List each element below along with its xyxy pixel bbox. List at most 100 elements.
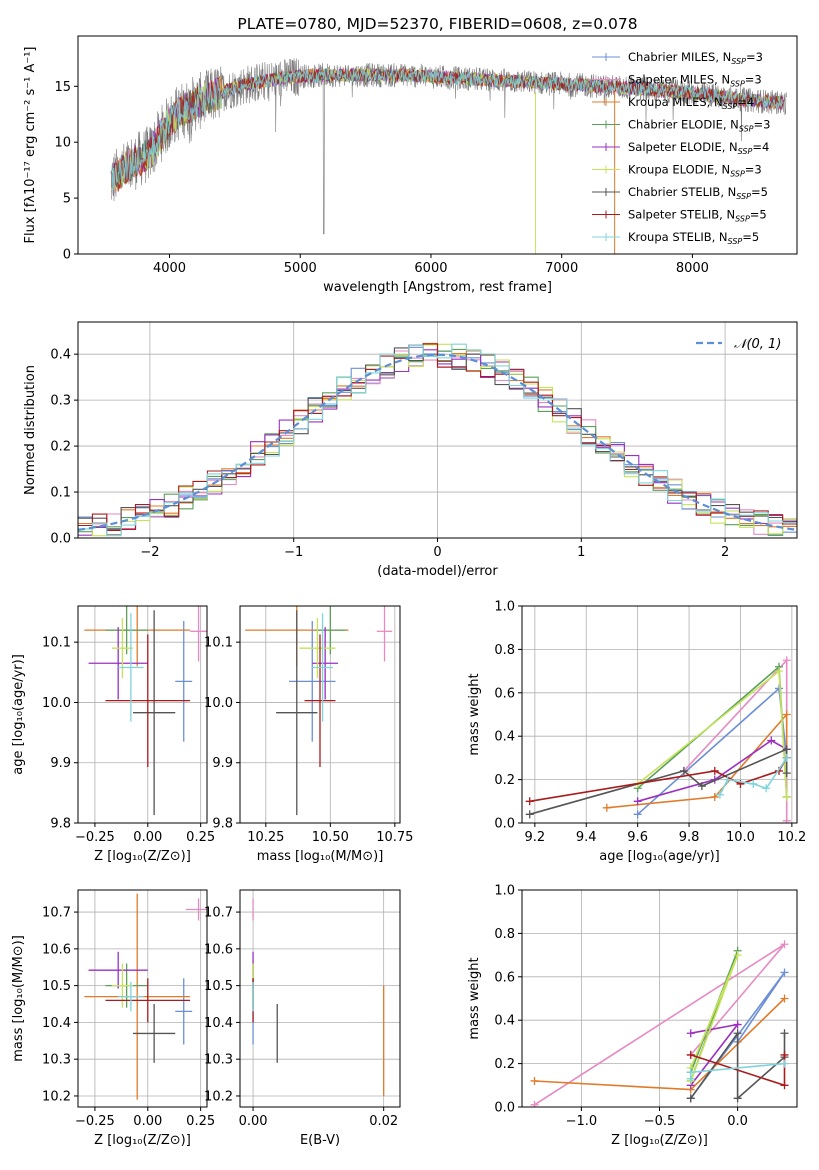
plus-marker xyxy=(782,769,791,778)
x-tick-label: −2 xyxy=(140,545,159,560)
x-tick-label: 0.00 xyxy=(133,830,162,845)
plus-marker xyxy=(782,792,791,801)
panel-weight_vs_age: 9.2 9.4 9.6 9.8 10.0 10.2 0.0 0.2 0.4 0.6 0.8 1.0 ag… xyxy=(467,600,806,865)
y-axis-label: Normed distribution xyxy=(23,365,38,495)
legend-label-sub: SSP xyxy=(735,215,750,224)
y-tick-label: 10.0 xyxy=(42,696,71,711)
plus-marker xyxy=(780,1081,789,1090)
legend-label: Kroupa STELIB, NSSP=5 xyxy=(628,230,759,246)
legend-label-suffix: =3 xyxy=(745,163,762,177)
x-axis-label: Z [log₁₀(Z/Z⊙)] xyxy=(94,1133,191,1148)
x-tick-label: 10.25 xyxy=(247,830,284,845)
y-axis-label: mass weight xyxy=(467,673,482,755)
y-tick-label: 0.4 xyxy=(494,730,515,745)
y-tick-label: 0.2 xyxy=(494,1057,515,1072)
x-tick-label: 10.2 xyxy=(777,830,806,845)
legend-label-main: Salpeter MILES, N xyxy=(628,73,730,87)
panel-residuals: −2 −1 0 1 2 0.0 0.1 0.2 0.3 0.4 (data-model)/error… xyxy=(23,321,798,579)
panel-age_vs_mass: 10.25 10.50 10.75 9.8 9.9 10.0 10.1 mass [log₁₀… xyxy=(204,605,413,864)
plot-area xyxy=(252,898,385,1096)
x-axis-label: Z [log₁₀(Z/Z⊙)] xyxy=(94,849,191,864)
gaussian-curve xyxy=(78,353,797,531)
y-axis-label: mass [log₁₀(M/M⊙)] xyxy=(11,935,26,1062)
plus-marker xyxy=(723,775,732,784)
legend-label-suffix: =3 xyxy=(754,118,771,132)
x-axis-label: mass [log₁₀(M/M⊙)] xyxy=(257,849,384,864)
y-tick-label: 10.2 xyxy=(42,1089,71,1104)
legend-label: Chabrier STELIB, NSSP=5 xyxy=(628,185,768,201)
plus-marker xyxy=(782,745,791,754)
y-tick-label: 10.3 xyxy=(42,1053,71,1068)
y-tick-label: 0.8 xyxy=(494,927,515,942)
legend-label-main: Chabrier MILES, N xyxy=(628,50,731,64)
plot-area xyxy=(84,893,207,1100)
axes-frame xyxy=(239,605,401,824)
panel-weight_vs_Z: −1.0 −0.5 0.0 0.0 0.2 0.4 0.6 0.8 1.0 Z [log₁₀(Z/… xyxy=(467,884,798,1148)
legend-label-suffix: =5 xyxy=(750,208,767,222)
legend-label-sub: SSP xyxy=(731,57,746,66)
x-tick-label: 0.00 xyxy=(239,1114,268,1129)
x-tick-label: 6000 xyxy=(414,261,447,276)
plot-area xyxy=(110,58,787,254)
plus-marker xyxy=(780,1029,789,1038)
y-tick-label: 15 xyxy=(54,80,71,95)
axes-frame xyxy=(77,889,208,1108)
x-tick-label: 10.50 xyxy=(312,830,349,845)
plus-marker xyxy=(525,810,534,819)
legend-label-sub: SSP xyxy=(730,170,745,179)
y-tick-label: 0.0 xyxy=(50,532,71,547)
plot-area xyxy=(525,656,791,823)
x-tick-label: 7000 xyxy=(545,261,578,276)
legend-label: Kroupa ELODIE, NSSP=3 xyxy=(628,163,762,179)
legend-label-main: Salpeter STELIB, N xyxy=(628,208,735,222)
y-tick-label: 9.9 xyxy=(50,756,71,771)
legend-label-main: Kroupa MILES, N xyxy=(628,95,723,109)
legend-label-main: Kroupa STELIB, N xyxy=(628,230,728,244)
x-tick-label: 2 xyxy=(721,545,729,560)
y-tick-label: 0.6 xyxy=(494,686,515,701)
plus-marker xyxy=(686,1094,695,1103)
y-tick-label: 10.3 xyxy=(204,1053,233,1068)
x-tick-label: −0.5 xyxy=(644,1114,676,1129)
x-axis-label: E(B-V) xyxy=(300,1133,340,1148)
x-tick-label: 8000 xyxy=(676,261,709,276)
plus-marker xyxy=(602,803,611,812)
y-tick-label: 1.0 xyxy=(494,884,515,899)
plus-marker xyxy=(782,710,791,719)
plus-marker xyxy=(780,1059,789,1068)
panel-age_vs_Z: −0.25 0.00 0.25 9.8 9.9 10.0 10.1 Z [log₁₀(Z/Z⊙… xyxy=(11,605,215,864)
y-tick-label: 0.6 xyxy=(494,970,515,985)
y-tick-label: 10.6 xyxy=(42,942,71,957)
y-tick-label: 0.3 xyxy=(50,394,71,409)
y-tick-label: 10.7 xyxy=(42,906,71,921)
x-tick-label: 1 xyxy=(577,545,585,560)
plus-marker xyxy=(697,782,706,791)
legend-label-sub: SSP xyxy=(723,102,738,111)
y-tick-label: 0.0 xyxy=(494,1101,515,1116)
y-axis-label: Flux [fλ10⁻¹⁷ erg cm⁻² s⁻¹ A⁻¹] xyxy=(23,47,38,244)
y-tick-label: 0.1 xyxy=(50,486,71,501)
y-tick-label: 9.8 xyxy=(50,817,71,832)
legend-label: Chabrier ELODIE, NSSP=3 xyxy=(628,118,770,134)
y-tick-label: 10.2 xyxy=(204,1089,233,1104)
legend-label-suffix: =3 xyxy=(746,50,763,64)
weight-series-line xyxy=(637,739,788,803)
x-tick-label: −1 xyxy=(284,545,303,560)
plot-area xyxy=(78,342,797,537)
plus-marker xyxy=(775,684,784,693)
plus-marker xyxy=(733,1029,742,1038)
model-spectrum-line xyxy=(111,67,784,194)
legend-label-suffix: =4 xyxy=(752,140,769,154)
x-tick-label: 9.4 xyxy=(576,830,597,845)
plus-marker xyxy=(733,1020,742,1029)
y-tick-label: 10.5 xyxy=(42,979,71,994)
histogram-step xyxy=(78,343,797,537)
plus-marker xyxy=(780,968,789,977)
y-tick-label: 10.4 xyxy=(42,1016,71,1031)
legend-label: Chabrier MILES, NSSP=3 xyxy=(628,50,763,66)
legend-label-main: Chabrier ELODIE, N xyxy=(628,118,739,132)
axes-frame xyxy=(77,605,208,824)
axes-frame xyxy=(239,889,401,1108)
x-tick-label: 0.00 xyxy=(133,1114,162,1129)
